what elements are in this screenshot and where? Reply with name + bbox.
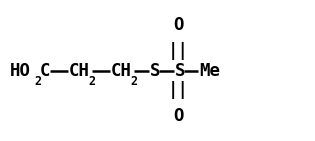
Text: O: O: [173, 16, 184, 34]
Text: Me: Me: [199, 61, 220, 80]
Text: 2: 2: [131, 75, 138, 88]
Text: 2: 2: [89, 75, 96, 88]
Text: S: S: [175, 61, 186, 80]
Text: CH: CH: [69, 61, 90, 80]
Text: ||: ||: [168, 42, 189, 60]
Text: C: C: [39, 61, 50, 80]
Text: HO: HO: [9, 61, 31, 80]
Text: CH: CH: [111, 61, 132, 80]
Text: O: O: [173, 107, 184, 125]
Text: 2: 2: [34, 75, 41, 88]
Text: S: S: [150, 61, 160, 80]
Text: ||: ||: [168, 81, 189, 99]
